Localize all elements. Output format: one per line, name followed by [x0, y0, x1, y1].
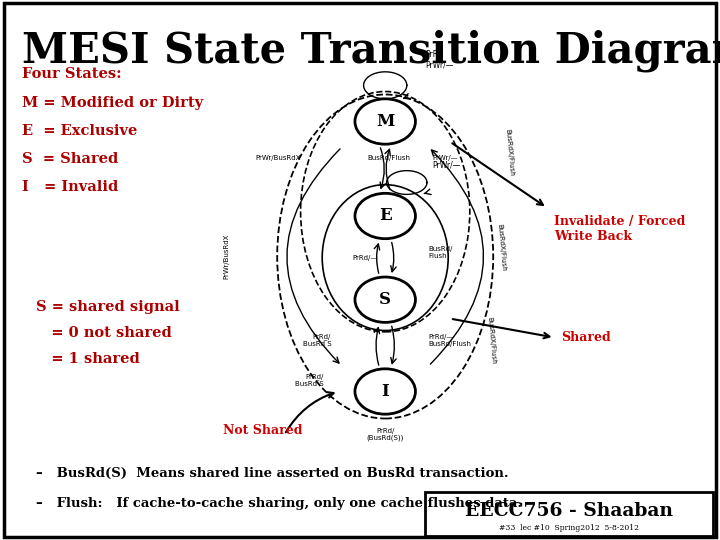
Text: PrWr/—: PrWr/— [432, 160, 460, 169]
Circle shape [355, 99, 415, 144]
Text: PrRd/—
BusRd/Flush: PrRd/— BusRd/Flush [428, 334, 472, 347]
Circle shape [355, 193, 415, 239]
Text: E  = Exclusive: E = Exclusive [22, 124, 137, 138]
FancyBboxPatch shape [425, 492, 713, 536]
Text: #33  lec #10  Spring2012  5-8-2012: #33 lec #10 Spring2012 5-8-2012 [499, 524, 639, 532]
Text: PrRd/
BusRd ̅S: PrRd/ BusRd ̅S [295, 374, 324, 387]
Text: PrRd/—: PrRd/— [353, 255, 378, 261]
Circle shape [355, 369, 415, 414]
Text: PrWr/BusRdX: PrWr/BusRdX [223, 234, 229, 279]
Text: Shared: Shared [562, 331, 611, 344]
Text: PrRd
PrWr/—: PrRd PrWr/— [425, 50, 453, 69]
Text: BusRd/Flush: BusRd/Flush [367, 154, 410, 160]
Text: BusRdX/Flush: BusRdX/Flush [497, 223, 507, 271]
Text: Invalidate / Forced
Write Back: Invalidate / Forced Write Back [554, 215, 685, 244]
Text: Not Shared: Not Shared [223, 424, 302, 437]
Text: M: M [376, 113, 395, 130]
Text: BusRd/
Flush: BusRd/ Flush [428, 246, 453, 259]
Text: S  = Shared: S = Shared [22, 152, 118, 166]
Text: BusRdX/Flush: BusRdX/Flush [486, 316, 496, 364]
Circle shape [355, 277, 415, 322]
FancyBboxPatch shape [4, 3, 716, 537]
Text: –   Flush:   If cache-to-cache sharing, only one cache flushes data.: – Flush: If cache-to-cache sharing, only… [36, 497, 522, 510]
Text: S: S [379, 291, 391, 308]
Text: I   = Invalid: I = Invalid [22, 180, 118, 194]
Text: –   BusRd(S)  Means shared line asserted on BusRd transaction.: – BusRd(S) Means shared line asserted on… [36, 467, 508, 480]
Text: = 1 shared: = 1 shared [36, 352, 140, 366]
Text: = 0 not shared: = 0 not shared [36, 326, 172, 340]
Text: PrWr/BusRdX: PrWr/BusRdX [256, 155, 301, 161]
Text: BusRdX/Flush: BusRdX/Flush [504, 129, 514, 177]
Text: PrRd/
BusRd ̅S: PrRd/ BusRd ̅S [302, 334, 331, 347]
Text: E: E [379, 207, 392, 225]
Text: EECC756 - Shaaban: EECC756 - Shaaban [465, 502, 672, 521]
Text: PrRd/
(BusRd(S)): PrRd/ (BusRd(S)) [366, 428, 404, 441]
Text: MESI State Transition Diagram: MESI State Transition Diagram [22, 30, 720, 72]
Text: S = shared signal: S = shared signal [36, 300, 180, 314]
Text: I: I [382, 383, 389, 400]
Text: Four States:: Four States: [22, 68, 121, 82]
Text: M = Modified or Dirty: M = Modified or Dirty [22, 96, 203, 110]
Text: PrWr/—: PrWr/— [432, 155, 458, 161]
